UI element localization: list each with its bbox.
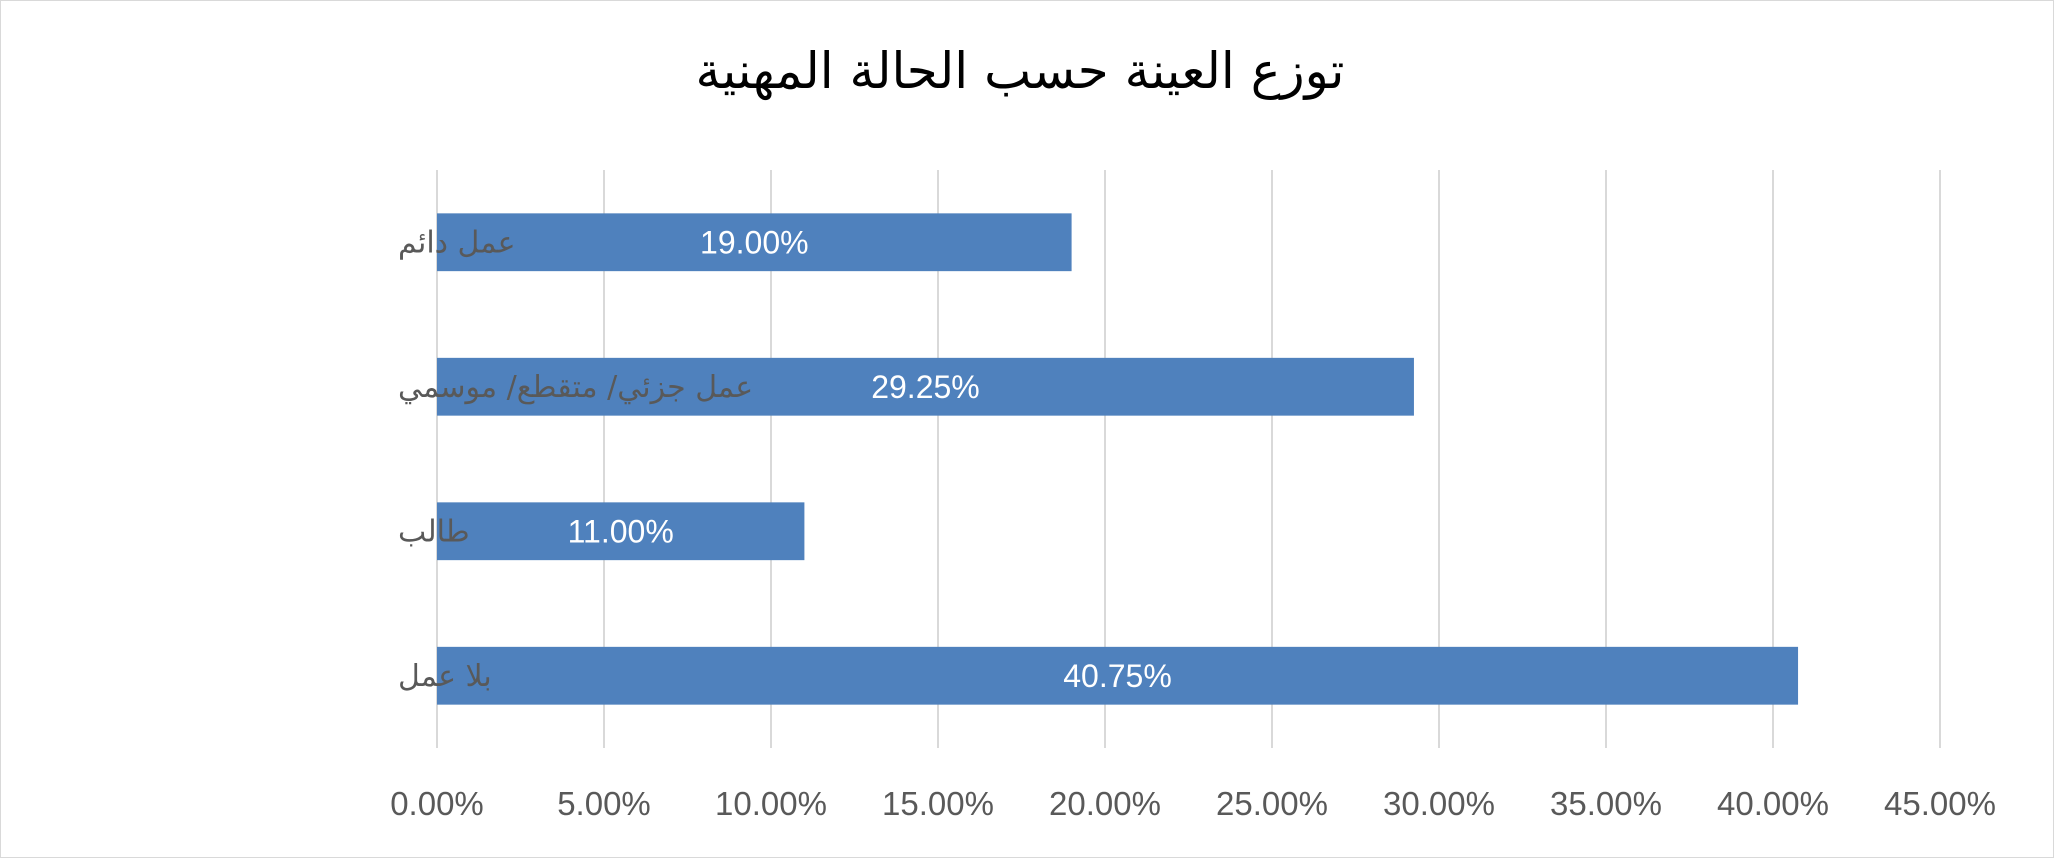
x-tick-label: 20.00%	[1049, 785, 1161, 822]
x-axis-tick-labels: 0.00% 5.00% 10.00% 15.00% 20.00% 25.00% 30.00%…	[390, 785, 1996, 822]
x-tick-label: 30.00%	[1383, 785, 1495, 822]
x-tick-label: 5.00%	[557, 785, 651, 822]
bar	[437, 646, 1799, 705]
x-tick-label: 40.00%	[1717, 785, 1829, 822]
data-label: 40.75%	[1063, 658, 1172, 694]
x-tick-label: 45.00%	[1884, 785, 1996, 822]
category-label: عمل جزئي/ متقطع/ موسمي	[398, 370, 753, 405]
x-tick-label: 35.00%	[1550, 785, 1662, 822]
bar	[437, 502, 805, 561]
x-tick-label: 0.00%	[390, 785, 484, 822]
category-label: بلا عمل	[398, 659, 492, 694]
chart-title: توزع العينة حسب الحالة المهنية	[696, 42, 1345, 101]
bars: 19.00% 29.25% 11.00% 40.75%	[437, 213, 1799, 705]
data-label: 19.00%	[700, 224, 809, 260]
x-tick-label: 25.00%	[1216, 785, 1328, 822]
data-label: 29.25%	[871, 369, 980, 405]
category-label: عمل دائم	[398, 225, 516, 260]
bar	[437, 357, 1414, 416]
data-label: 11.00%	[568, 513, 674, 549]
x-tick-label: 10.00%	[715, 785, 827, 822]
x-tick-label: 15.00%	[882, 785, 994, 822]
bar	[437, 213, 1072, 272]
category-label: طالب	[398, 514, 470, 549]
category-labels: عمل دائم عمل جزئي/ متقطع/ موسمي طالب بلا عم…	[398, 225, 753, 694]
